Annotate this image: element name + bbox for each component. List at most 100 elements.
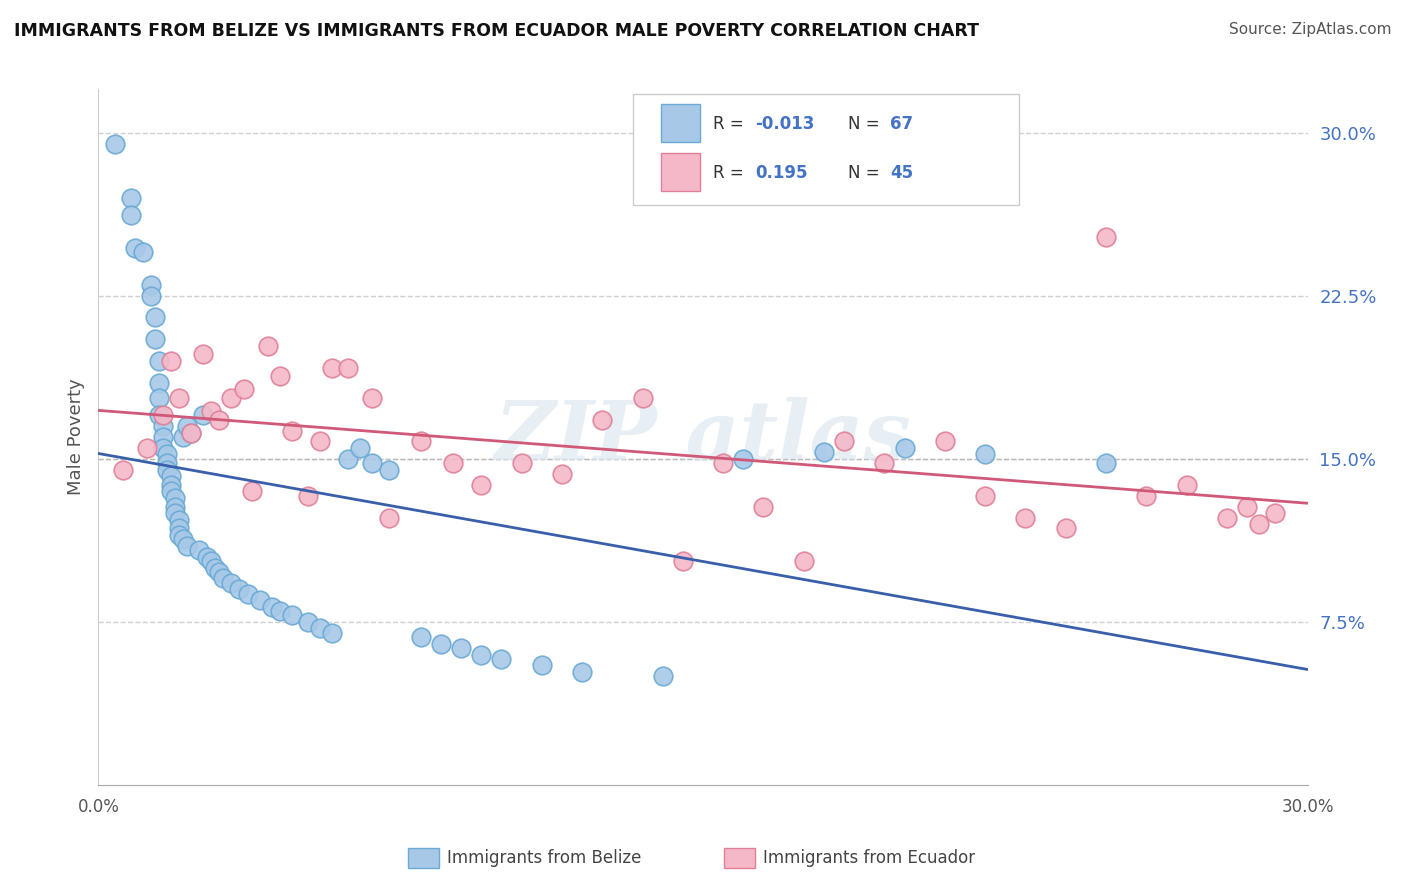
Point bbox=[1264, 506, 1286, 520]
Y-axis label: Male Poverty: Male Poverty bbox=[66, 379, 84, 495]
Point bbox=[672, 554, 695, 568]
Point bbox=[195, 549, 218, 564]
Point bbox=[361, 391, 384, 405]
Point bbox=[180, 425, 202, 440]
Point bbox=[188, 543, 211, 558]
Point bbox=[591, 412, 613, 426]
Point bbox=[752, 500, 775, 514]
Point bbox=[148, 409, 170, 423]
Point bbox=[167, 513, 190, 527]
Point bbox=[208, 565, 231, 579]
Point bbox=[491, 652, 513, 666]
Point bbox=[361, 456, 384, 470]
Point bbox=[160, 478, 183, 492]
Point bbox=[269, 604, 291, 618]
Point bbox=[212, 571, 235, 585]
Point bbox=[530, 658, 553, 673]
Point bbox=[200, 554, 222, 568]
Point bbox=[256, 339, 278, 353]
Point bbox=[430, 637, 453, 651]
Point bbox=[813, 445, 835, 459]
Point bbox=[1249, 516, 1271, 531]
Point bbox=[377, 510, 399, 524]
Point bbox=[167, 528, 190, 542]
Point bbox=[450, 640, 472, 655]
Point bbox=[631, 391, 654, 405]
Point bbox=[832, 434, 855, 449]
Point bbox=[163, 491, 186, 505]
Point bbox=[974, 447, 997, 462]
Point bbox=[651, 669, 673, 683]
Point bbox=[510, 456, 533, 470]
Point bbox=[193, 347, 215, 361]
Text: N =: N = bbox=[848, 115, 884, 133]
Text: Immigrants from Ecuador: Immigrants from Ecuador bbox=[763, 849, 976, 867]
Point bbox=[152, 430, 174, 444]
Text: 30.0%: 30.0% bbox=[1281, 798, 1334, 816]
Point bbox=[321, 625, 343, 640]
Point bbox=[893, 441, 915, 455]
Point bbox=[309, 621, 332, 635]
Point bbox=[1095, 456, 1118, 470]
Text: 67: 67 bbox=[890, 115, 912, 133]
Point bbox=[160, 354, 183, 368]
Point bbox=[152, 441, 174, 455]
Point bbox=[321, 360, 343, 375]
Text: 0.0%: 0.0% bbox=[77, 798, 120, 816]
Text: R =: R = bbox=[713, 115, 749, 133]
Text: IMMIGRANTS FROM BELIZE VS IMMIGRANTS FROM ECUADOR MALE POVERTY CORRELATION CHART: IMMIGRANTS FROM BELIZE VS IMMIGRANTS FRO… bbox=[14, 22, 979, 40]
Point bbox=[297, 489, 319, 503]
Point bbox=[281, 424, 304, 438]
Text: -0.013: -0.013 bbox=[755, 115, 814, 133]
Point bbox=[1135, 489, 1157, 503]
Point bbox=[793, 554, 815, 568]
Point bbox=[172, 430, 194, 444]
Point bbox=[269, 369, 291, 384]
Text: R =: R = bbox=[713, 164, 749, 182]
Point bbox=[139, 289, 162, 303]
Text: ZIP atlas: ZIP atlas bbox=[495, 397, 911, 477]
Point bbox=[143, 332, 166, 346]
Point bbox=[297, 615, 319, 629]
Point bbox=[167, 521, 190, 535]
Point bbox=[337, 451, 360, 466]
Point bbox=[337, 360, 360, 375]
Point bbox=[143, 310, 166, 325]
Point bbox=[249, 593, 271, 607]
Point bbox=[1054, 521, 1077, 535]
Point bbox=[167, 391, 190, 405]
Point bbox=[377, 463, 399, 477]
Point bbox=[120, 208, 142, 222]
Point bbox=[409, 434, 432, 449]
Point bbox=[1014, 510, 1036, 524]
Point bbox=[156, 463, 179, 477]
Point bbox=[139, 277, 162, 292]
Point bbox=[148, 391, 170, 405]
Text: N =: N = bbox=[848, 164, 884, 182]
Point bbox=[232, 382, 254, 396]
Point bbox=[176, 539, 198, 553]
Point bbox=[349, 441, 371, 455]
Point bbox=[204, 560, 226, 574]
Point bbox=[148, 376, 170, 390]
Point bbox=[172, 533, 194, 547]
Point bbox=[551, 467, 574, 481]
Point bbox=[1175, 478, 1198, 492]
Text: Immigrants from Belize: Immigrants from Belize bbox=[447, 849, 641, 867]
Point bbox=[180, 425, 202, 440]
Point bbox=[470, 648, 492, 662]
Point bbox=[228, 582, 250, 597]
Point bbox=[160, 469, 183, 483]
Point bbox=[281, 608, 304, 623]
Point bbox=[711, 456, 734, 470]
Point bbox=[934, 434, 956, 449]
Point bbox=[221, 575, 243, 590]
Point bbox=[221, 391, 243, 405]
Point bbox=[135, 441, 157, 455]
Point bbox=[873, 456, 896, 470]
Point bbox=[132, 245, 155, 260]
Point bbox=[240, 484, 263, 499]
Text: 45: 45 bbox=[890, 164, 912, 182]
Point bbox=[156, 456, 179, 470]
Point bbox=[163, 506, 186, 520]
